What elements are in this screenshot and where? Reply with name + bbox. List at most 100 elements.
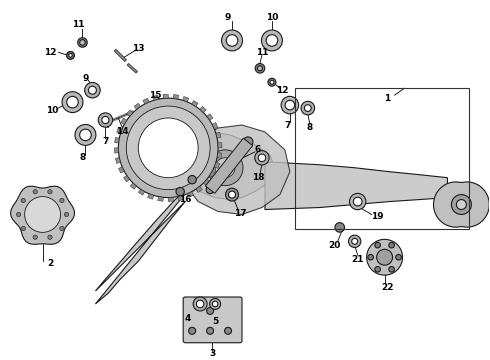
Polygon shape xyxy=(152,95,158,100)
Polygon shape xyxy=(168,197,173,202)
Circle shape xyxy=(281,96,298,114)
Text: 12: 12 xyxy=(44,48,57,57)
Text: 9: 9 xyxy=(82,74,89,83)
Polygon shape xyxy=(207,114,213,120)
Circle shape xyxy=(301,101,315,115)
Circle shape xyxy=(335,222,344,232)
Circle shape xyxy=(377,249,392,265)
Text: 3: 3 xyxy=(209,349,215,358)
Circle shape xyxy=(48,235,52,239)
Circle shape xyxy=(67,51,74,59)
Polygon shape xyxy=(178,195,184,201)
Bar xyxy=(295,88,469,229)
Circle shape xyxy=(266,35,278,46)
Text: 4: 4 xyxy=(185,314,192,323)
Polygon shape xyxy=(183,96,189,102)
Circle shape xyxy=(352,238,358,244)
Text: 7: 7 xyxy=(102,138,109,147)
Circle shape xyxy=(349,193,366,210)
Circle shape xyxy=(60,226,64,231)
Circle shape xyxy=(207,327,214,334)
Text: 8: 8 xyxy=(79,153,86,162)
Circle shape xyxy=(67,51,74,59)
Circle shape xyxy=(304,105,311,112)
Circle shape xyxy=(196,300,204,308)
Circle shape xyxy=(368,255,373,260)
Polygon shape xyxy=(217,153,222,158)
Text: 22: 22 xyxy=(381,283,394,292)
Circle shape xyxy=(60,198,64,203)
Text: 11: 11 xyxy=(72,20,85,29)
Text: 6: 6 xyxy=(255,145,261,154)
Polygon shape xyxy=(134,103,141,109)
Polygon shape xyxy=(114,148,119,153)
Circle shape xyxy=(78,38,87,47)
Polygon shape xyxy=(218,143,222,148)
Polygon shape xyxy=(205,138,253,193)
Circle shape xyxy=(24,197,61,232)
Circle shape xyxy=(396,255,401,260)
Circle shape xyxy=(176,188,184,196)
Polygon shape xyxy=(114,49,126,62)
Circle shape xyxy=(119,98,218,198)
Circle shape xyxy=(389,266,394,272)
Circle shape xyxy=(206,186,214,194)
Polygon shape xyxy=(210,171,216,178)
Circle shape xyxy=(64,212,69,217)
Circle shape xyxy=(207,307,214,314)
Polygon shape xyxy=(182,125,290,215)
Text: 21: 21 xyxy=(351,255,364,264)
Circle shape xyxy=(268,78,276,86)
Circle shape xyxy=(255,150,269,165)
Polygon shape xyxy=(116,158,121,163)
Text: 17: 17 xyxy=(234,209,246,218)
Polygon shape xyxy=(200,106,206,113)
Polygon shape xyxy=(11,186,74,244)
Circle shape xyxy=(255,63,265,73)
Circle shape xyxy=(228,191,236,198)
Polygon shape xyxy=(138,189,145,195)
Circle shape xyxy=(367,239,403,275)
Text: 12: 12 xyxy=(276,86,288,95)
Circle shape xyxy=(62,92,83,113)
Text: 10: 10 xyxy=(47,105,59,114)
Polygon shape xyxy=(115,138,120,143)
Polygon shape xyxy=(127,63,138,73)
Text: 20: 20 xyxy=(329,241,341,250)
Polygon shape xyxy=(126,110,133,116)
Text: 9: 9 xyxy=(225,13,231,22)
Circle shape xyxy=(262,30,282,51)
Polygon shape xyxy=(192,100,198,107)
Circle shape xyxy=(348,235,361,247)
FancyBboxPatch shape xyxy=(183,297,242,343)
Polygon shape xyxy=(121,118,127,125)
Circle shape xyxy=(17,212,21,217)
Circle shape xyxy=(353,197,362,206)
Text: 18: 18 xyxy=(252,173,264,182)
Polygon shape xyxy=(214,162,220,168)
Circle shape xyxy=(451,195,471,215)
Circle shape xyxy=(156,136,180,160)
Circle shape xyxy=(67,96,78,108)
Circle shape xyxy=(126,106,210,190)
Circle shape xyxy=(221,30,243,51)
Text: 14: 14 xyxy=(116,127,129,136)
Circle shape xyxy=(257,66,263,71)
Text: 5: 5 xyxy=(212,318,218,327)
Polygon shape xyxy=(96,188,190,304)
Circle shape xyxy=(285,100,294,110)
Polygon shape xyxy=(123,175,130,182)
Text: 7: 7 xyxy=(285,121,291,130)
Circle shape xyxy=(243,137,253,147)
Circle shape xyxy=(210,298,220,310)
Polygon shape xyxy=(203,179,210,186)
Circle shape xyxy=(33,190,37,194)
Circle shape xyxy=(102,116,109,123)
Circle shape xyxy=(85,82,100,98)
Circle shape xyxy=(215,158,235,178)
Circle shape xyxy=(189,327,196,334)
Circle shape xyxy=(138,118,198,178)
Text: 10: 10 xyxy=(266,13,278,22)
Circle shape xyxy=(456,199,466,210)
Circle shape xyxy=(258,154,266,162)
